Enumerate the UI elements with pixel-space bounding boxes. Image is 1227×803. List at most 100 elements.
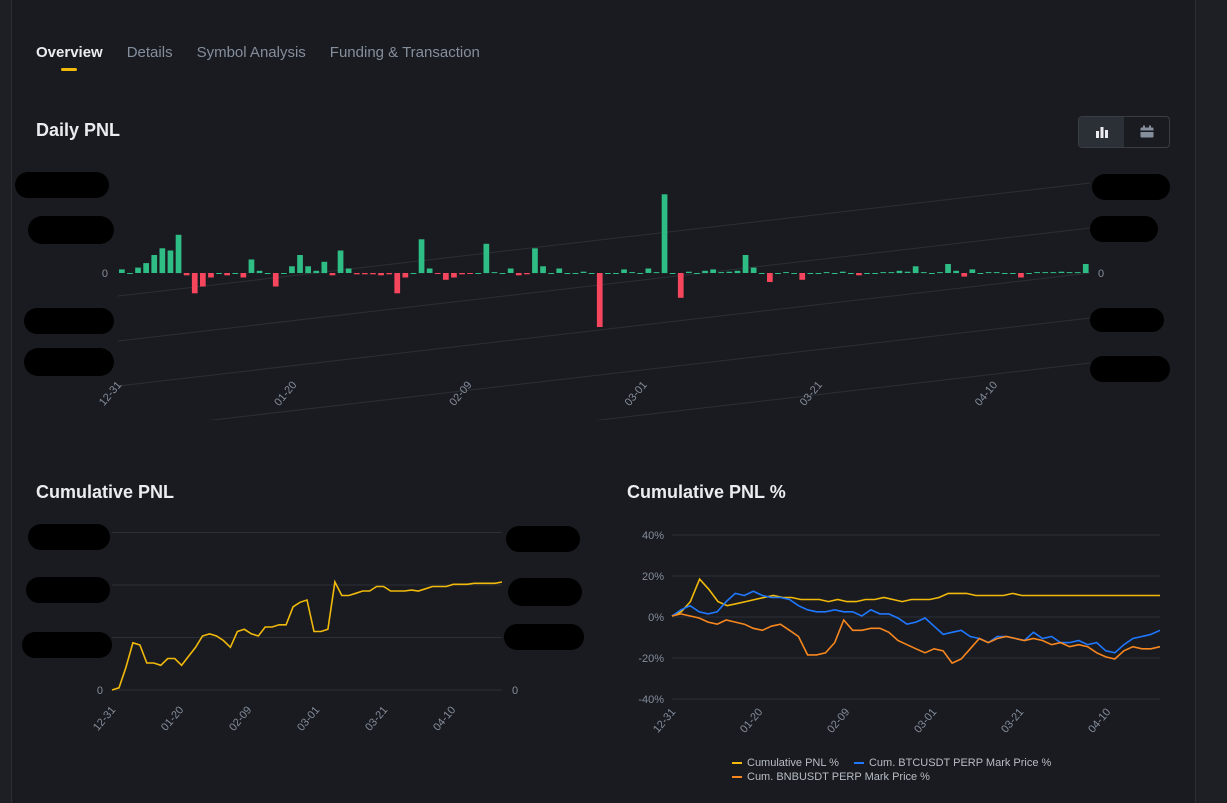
tab-symbol-analysis[interactable]: Symbol Analysis [196, 44, 306, 61]
tab-bar: Overview Details Symbol Analysis Funding… [36, 44, 480, 71]
bar [426, 268, 433, 273]
bar [1042, 272, 1049, 274]
bar [378, 273, 384, 276]
bar [281, 273, 287, 274]
tab-funding-transaction[interactable]: Funding & Transaction [329, 44, 480, 61]
bar [175, 234, 182, 274]
redacted-axis-label [504, 624, 584, 650]
cumulative-pnl-line [111, 579, 503, 691]
bar [305, 266, 311, 274]
series-line [671, 590, 1161, 654]
y-zero-label-left: 0 [102, 268, 108, 280]
bar [200, 273, 206, 287]
bar [240, 273, 247, 278]
series-line [671, 577, 1160, 617]
bar [515, 273, 522, 276]
bar [1050, 272, 1057, 274]
x-tick-label: 02-09 [447, 379, 474, 408]
bar [783, 272, 789, 274]
redacted-axis-label [28, 216, 114, 244]
bar [588, 273, 595, 274]
bar [564, 273, 571, 274]
bar [621, 269, 627, 273]
bar [929, 273, 935, 274]
legend-item-bnb[interactable]: Cum. BNBUSDT PERP Mark Price % [732, 771, 930, 783]
bar [289, 266, 295, 274]
bar [151, 255, 158, 273]
bar [1082, 264, 1089, 273]
legend-swatch-icon [853, 762, 864, 764]
x-tick-label: 03-21 [363, 704, 390, 733]
x-tick-label: 12-31 [97, 379, 124, 408]
bar [961, 273, 968, 277]
bar [353, 273, 360, 275]
calendar-view-button[interactable] [1124, 117, 1169, 147]
bar [1010, 273, 1016, 274]
bar [167, 250, 174, 273]
bar [556, 268, 563, 273]
bar [1018, 273, 1024, 278]
x-tick-label: 03-01 [295, 704, 322, 733]
bar [969, 269, 976, 273]
bar [953, 270, 959, 274]
bar-chart-view-button[interactable] [1079, 117, 1124, 147]
chart-view-toggle [1078, 116, 1170, 148]
bar [386, 273, 392, 275]
y-tick-label: 0% [648, 612, 664, 624]
bar [831, 273, 838, 274]
legend-label: Cum. BTCUSDT PERP Mark Price % [868, 757, 1052, 769]
tab-overview[interactable]: Overview [36, 44, 103, 71]
daily-pnl-chart: 0 012-31 01-20 02-09 03-01 03-21 04-10 [97, 182, 1104, 420]
redacted-axis-label [506, 526, 580, 552]
bar [1001, 273, 1008, 274]
bar [823, 272, 830, 274]
bar [159, 248, 166, 274]
bar [807, 273, 814, 274]
bar [669, 273, 676, 274]
tab-details[interactable]: Details [126, 44, 173, 61]
bar [451, 273, 457, 278]
bar [912, 266, 919, 274]
bar [629, 272, 635, 274]
redacted-axis-label [22, 632, 112, 658]
legend-swatch-icon [732, 762, 742, 764]
x-tick-label: 03-01 [623, 379, 650, 408]
bar [507, 268, 514, 273]
bar [750, 267, 757, 273]
legend-item-cum-pnl[interactable]: Cumulative PNL % [732, 757, 839, 769]
bar [475, 273, 482, 274]
cumulative-pnl-title: Cumulative PNL [36, 482, 175, 502]
x-tick-label: 12-31 [651, 706, 678, 735]
bar [993, 272, 1000, 274]
cumulative-pnl-chart: 0 0 12-31 01-20 02-09 03-01 03-21 04-10 [91, 532, 518, 733]
bar [888, 272, 895, 274]
bar [264, 273, 271, 274]
redacted-axis-label [24, 348, 114, 376]
x-tick-label: 12-31 [91, 704, 118, 733]
bar [937, 272, 943, 274]
y-tick-label: 20% [642, 571, 664, 583]
legend-swatch-icon [732, 776, 742, 778]
redacted-axis-label [1090, 308, 1164, 332]
bar [418, 239, 425, 274]
bar [653, 272, 660, 274]
cumulative-pnl-pct-chart: 40% 20% 0% -20% -40%12-31 01-20 02-09 03-01 03-2… [638, 530, 1161, 735]
bar [1058, 271, 1065, 273]
bar [742, 255, 749, 273]
legend-item-btc[interactable]: Cum. BTCUSDT PERP Mark Price % [853, 757, 1052, 769]
bar [540, 266, 546, 274]
bar [459, 273, 465, 275]
y-zero-label-right: 0 [512, 685, 518, 697]
bar [661, 194, 668, 274]
bar [864, 273, 870, 274]
bar [1074, 272, 1081, 274]
grid-line [117, 182, 1091, 297]
x-tick-label: 01-20 [272, 379, 299, 408]
bar [313, 270, 320, 274]
bar [702, 270, 708, 274]
y-zero-label-left: 0 [97, 685, 103, 697]
bar [345, 268, 352, 273]
bar [758, 273, 765, 274]
bar [580, 271, 587, 273]
bar [734, 270, 741, 274]
